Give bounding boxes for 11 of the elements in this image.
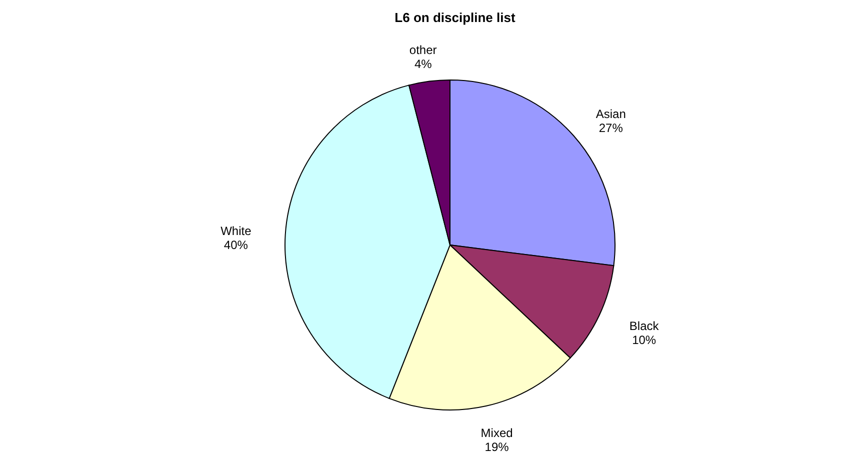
data-label: 40% [224,238,248,252]
slice-label: Mixed [480,426,513,440]
slice-label: White [220,224,252,238]
data-label: 10% [632,332,656,347]
slice-label: Black [629,318,660,333]
slice-label: other [409,42,437,57]
data-label: 19% [484,440,510,454]
slice-label: Asian [596,107,626,122]
data-label: 4% [414,56,432,71]
data-label: 27% [598,121,624,136]
chart-title: L6 on discipline list [394,10,516,25]
